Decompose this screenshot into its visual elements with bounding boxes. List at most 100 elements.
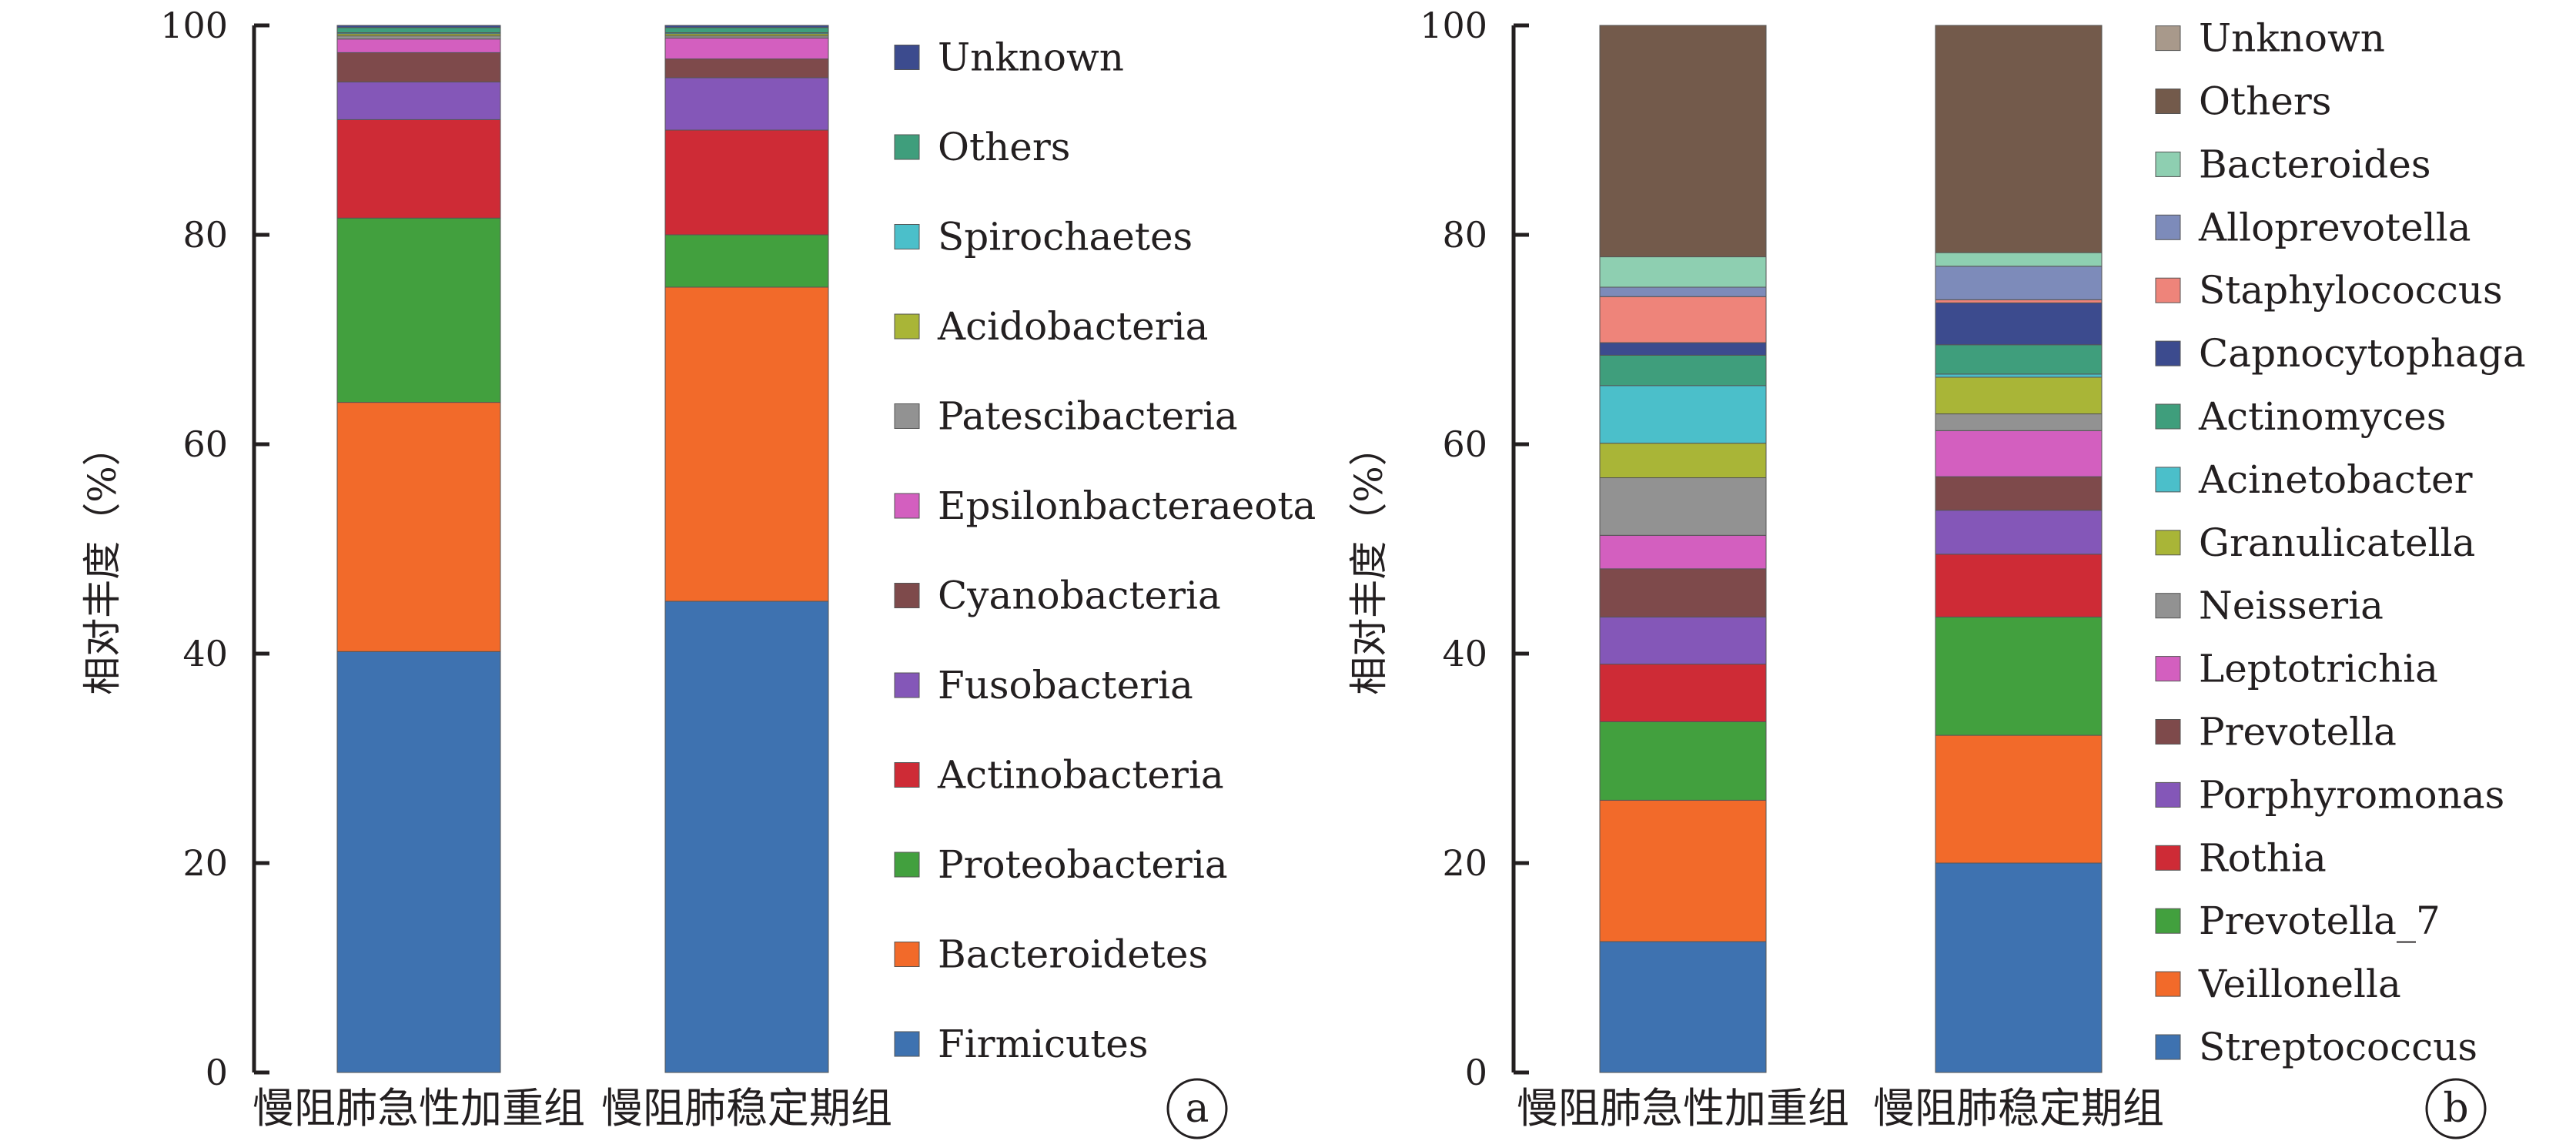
legend-label: Actinobacteria: [937, 753, 1224, 798]
bar-segment-1-staphylococcus: [1599, 296, 1767, 343]
legend-item: Acinetobacter: [2155, 457, 2473, 502]
bar-segment-1-others: [1599, 25, 1767, 258]
legend-swatch: [894, 403, 920, 429]
legend-item: Staphylococcus: [2155, 268, 2503, 313]
legend-swatch: [2155, 530, 2181, 556]
bar-segment-1-proteobacteria: [336, 217, 501, 403]
legend-item: Prevotella: [2155, 710, 2397, 755]
bar-segment-2-others: [664, 27, 829, 34]
legend-swatch: [2155, 25, 2181, 52]
bar-segment-1-actinobacteria: [336, 119, 501, 219]
legend-swatch: [894, 852, 920, 878]
y-tick-label: 80: [182, 214, 228, 256]
bar-segment-2-unknown: [664, 25, 829, 28]
bar-segment-2-epsilonbacteraeota: [664, 37, 829, 60]
chart-panel-b: 慢阻肺急性加重组 慢阻肺稳定期组 0 20 40 60 80 100 相对丰度（%） Strept…: [1347, 5, 2526, 1139]
legend-swatch: [894, 1031, 920, 1057]
chart-panel-a: 慢阻肺急性加重组 慢阻肺稳定期组 0 20 40 60 80 100 相对丰度（%） Firmic…: [80, 5, 1316, 1139]
y-tick-label: 60: [182, 423, 228, 465]
y-tick-label: 40: [182, 633, 228, 674]
bar-segment-2-porphyromonas: [1935, 510, 2103, 555]
legend-label: Staphylococcus: [2199, 268, 2503, 313]
bar-segment-2-proteobacteria: [664, 234, 829, 288]
legend-item: Veillonella: [2155, 962, 2401, 1006]
x-tick-label: 慢阻肺稳定期组: [1873, 1084, 2164, 1133]
legend-swatch: [894, 45, 920, 70]
bar-segment-1-others: [336, 27, 501, 34]
bar-segment-1-bacteroides: [1599, 256, 1767, 288]
legend-item: Porphyromonas: [2155, 772, 2504, 817]
bar-segment-2-granulicatella: [1935, 376, 2103, 415]
panel-letter-circle: [1166, 1078, 1228, 1139]
bar-segment-1-rothia: [1599, 664, 1767, 722]
bar-segment-2-prevotella: [1935, 476, 2103, 511]
y-tick-label: 40: [1442, 633, 1487, 674]
legend-item: Proteobacteria: [894, 842, 1228, 887]
bar-segment-1-fusobacteria: [336, 81, 501, 120]
legend-swatch: [2155, 214, 2181, 240]
x-tick-label: 慢阻肺稳定期组: [601, 1084, 892, 1133]
bar-segment-2-bacteroides: [1935, 252, 2103, 267]
x-tick-label: 慢阻肺急性加重组: [253, 1084, 585, 1133]
legend-label: Granulicatella: [2199, 520, 2475, 565]
y-tick-label: 0: [1465, 1052, 1487, 1093]
bar-segment-2-actinobacteria: [664, 129, 829, 236]
legend-item: Spirochaetes: [894, 215, 1193, 259]
legend-item: Unknown: [894, 35, 1124, 80]
legend-label: Cyanobacteria: [938, 574, 1221, 618]
panel-letter: b: [2443, 1086, 2468, 1132]
y-tick-label: 60: [1442, 423, 1487, 465]
legend-item: Cyanobacteria: [894, 574, 1221, 618]
legend-item: Alloprevotella: [2155, 205, 2471, 249]
legend-swatch: [2155, 403, 2181, 430]
bar-segment-2-streptococcus: [1935, 862, 2103, 1073]
legend-swatch: [2155, 467, 2181, 493]
legend-item: Unknown: [2155, 16, 2385, 61]
bar-segment-2-leptotrichia: [1935, 430, 2103, 477]
bar-segment-2-actinomyces: [1935, 344, 2103, 375]
legend-label: Others: [2199, 79, 2331, 124]
legend-item: Others: [894, 125, 1070, 169]
legend-swatch: [2155, 1034, 2181, 1060]
legend-label: Alloprevotella: [2198, 205, 2471, 249]
legend-item: Prevotella_7: [2155, 898, 2441, 943]
legend-label: Capnocytophaga: [2199, 331, 2526, 376]
legend-label: Proteobacteria: [938, 842, 1228, 887]
bar-segment-2-acinetobacter: [1935, 373, 2103, 378]
bar-segment-2-prevotella-7: [1935, 616, 2103, 736]
legend-swatch: [894, 493, 920, 519]
bar-segment-2-bacteroidetes: [664, 286, 829, 602]
legend-label: Porphyromonas: [2199, 772, 2504, 817]
legend-item: Fusobacteria: [894, 663, 1193, 708]
bar-segment-2-fusobacteria: [664, 77, 829, 131]
legend-swatch: [2155, 781, 2181, 808]
bar-segment-1-acinetobacter: [1599, 385, 1767, 444]
bar-segment-1-bacteroidetes: [336, 402, 501, 652]
legend-item: Patescibacteria: [894, 394, 1238, 439]
bar-segment-1-alloprevotella: [1599, 286, 1767, 297]
bar-segment-1-capnocytophaga: [1599, 342, 1767, 356]
legend-label: Leptotrichia: [2199, 647, 2438, 691]
legend-swatch: [2155, 656, 2181, 682]
y-axis-label: 相对丰度（%）: [80, 427, 125, 695]
legend-label: Firmicutes: [938, 1022, 1149, 1066]
legend-item: Actinomyces: [2155, 394, 2446, 439]
legend-swatch: [894, 224, 920, 249]
legend-swatch: [2155, 277, 2181, 303]
y-tick-label: 20: [182, 842, 228, 884]
y-tick-label: 20: [1442, 842, 1487, 884]
bar-segment-1-porphyromonas: [1599, 616, 1767, 665]
legend-item: Leptotrichia: [2155, 647, 2438, 691]
bar-segment-2-capnocytophaga: [1935, 302, 2103, 346]
legend-item: Acidobacteria: [894, 304, 1208, 349]
legend-item: Others: [2155, 79, 2331, 124]
legend-label: Epsilonbacteraeota: [938, 484, 1316, 528]
legend-swatch: [2155, 719, 2181, 744]
legend-label: Unknown: [938, 35, 1124, 80]
legend-label: Unknown: [2199, 16, 2385, 61]
y-tick-label: 0: [206, 1052, 228, 1093]
bar-segment-1-prevotella: [1599, 568, 1767, 617]
legend-label: Prevotella_7: [2199, 898, 2441, 943]
legend-item: Granulicatella: [2155, 520, 2475, 565]
bar-segment-1-granulicatella: [1599, 443, 1767, 479]
